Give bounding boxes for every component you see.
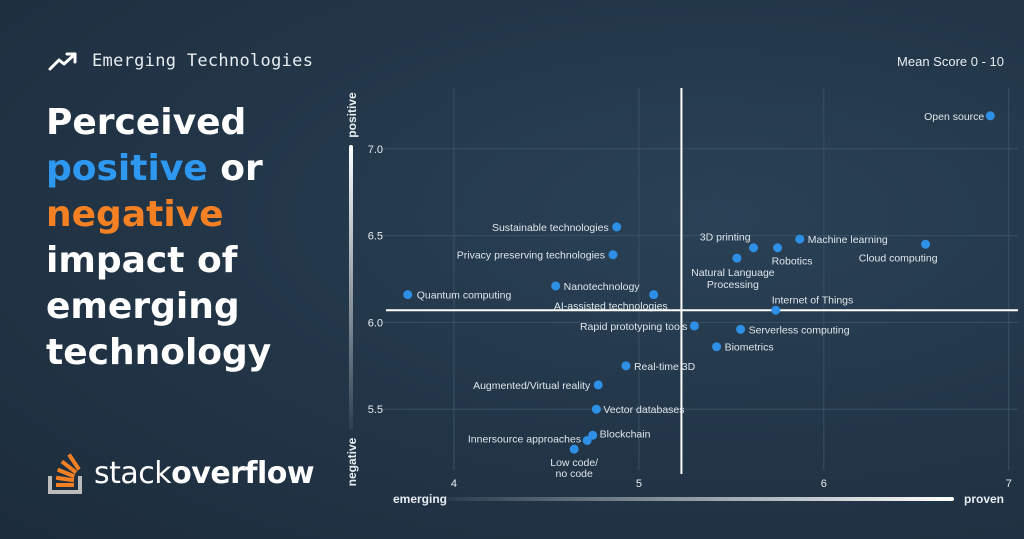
data-point-17 [591,404,601,414]
stack-overflow-logo: stackoverflow [46,450,315,496]
point-label-2: Privacy preserving technologies [457,250,605,262]
trending-up-icon [48,52,77,71]
point-label-8: Nanotechnology [564,281,641,293]
data-point-3 [749,243,759,253]
x-axis-label-high: proven [964,492,1004,506]
point-label-19: Innersource approaches [468,433,581,445]
data-point-11 [771,305,781,315]
logo-word-stack: stack [94,455,172,491]
point-label-13: Serverless computing [749,324,850,336]
x-axis-gradient-bar [448,497,954,501]
x-tick-label-0: 4 [451,478,457,490]
stack-overflow-icon [48,453,82,494]
point-label-18: Blockchain [600,428,651,440]
logo-word-overflow: overflow [171,455,315,491]
y-axis-label-high: positive [345,92,359,138]
logo-wordmark: stackoverflow [94,455,315,491]
data-point-8 [551,281,561,291]
headline-negative-word: negative [46,194,224,235]
point-label-7: Natural Language Processing [691,267,775,291]
point-label-0: Open source [924,111,984,123]
data-point-20 [569,444,579,454]
point-label-5: Robotics [772,256,813,268]
data-point-5 [773,243,783,253]
y-tick-label-0: 5.5 [368,404,383,416]
eyebrow-title: Emerging Technologies [92,51,314,71]
point-label-20: Low code/no code [550,457,598,480]
data-point-16 [593,380,603,390]
data-point-7 [732,253,742,263]
header: Emerging Technologies [48,48,313,74]
y-axis-label-low: negative [345,437,359,486]
data-point-14 [712,342,722,352]
point-label-4: Machine learning [808,234,888,246]
data-point-19 [582,435,592,445]
data-point-9 [403,290,413,300]
y-axis-gradient-bar [349,145,353,430]
headline-line-5: emerging [46,286,240,327]
data-point-10 [649,290,659,300]
y-tick-label-2: 6.5 [368,231,383,243]
data-point-15 [621,361,631,371]
point-label-6: Cloud computing [859,252,938,264]
point-label-3: 3D printing [700,232,751,244]
headline-or-word: or [207,148,263,189]
data-point-2 [608,250,618,260]
point-label-10: AI-assisted technologies [554,301,668,313]
headline-positive-word: positive [46,148,208,189]
point-label-9: Quantum computing [417,290,512,302]
headline-line-6: technology [46,332,272,373]
data-point-6 [921,239,931,249]
data-point-13 [736,324,746,334]
headline-line-4: impact of [46,240,238,281]
x-tick-label-2: 6 [821,478,827,490]
headline-line-1: Perceived [46,102,247,143]
point-label-11: Internet of Things [772,294,854,306]
x-axis-label-low: emerging [393,492,447,506]
point-label-12: Rapid prototyping tools [580,321,687,333]
data-point-4 [795,234,805,244]
data-point-12 [689,321,699,331]
x-tick-label-3: 7 [1006,478,1012,490]
y-tick-label-3: 7.0 [368,144,383,156]
chart-title: Mean Score 0 - 10 [897,54,1004,69]
headline: Perceived positive or negative impact of… [46,100,346,376]
point-label-1: Sustainable technologies [492,222,609,234]
x-tick-label-1: 5 [636,478,642,490]
headline-line-2: positive or [46,146,346,192]
point-label-15: Real-time 3D [634,361,696,373]
point-label-16: Augmented/Virtual reality [473,380,591,392]
y-tick-label-1: 6.0 [368,317,383,329]
point-label-17: Vector databases [603,404,684,416]
data-point-1 [612,222,622,232]
point-label-14: Biometrics [725,342,774,354]
data-point-0 [985,111,995,121]
